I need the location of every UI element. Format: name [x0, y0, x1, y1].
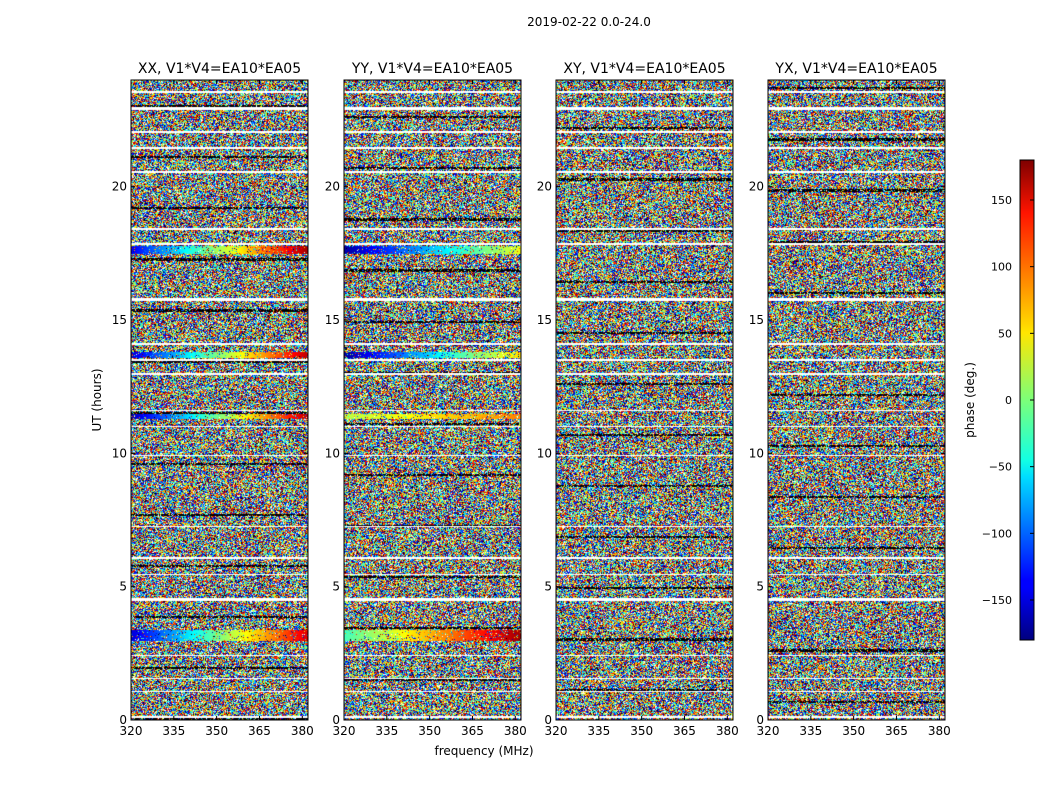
- y-tick-label: 10: [325, 446, 340, 460]
- panel-title: YY, V1*V4=EA10*EA05: [351, 61, 513, 77]
- panels: XX, V1*V4=EA10*EA05 320 335 350 365 380 0 5 10 15…: [112, 61, 951, 738]
- x-tick-label: 335: [375, 724, 398, 738]
- colorbar-tick-label: 150: [991, 194, 1012, 207]
- colorbar: −150 −100 −50 0 50 100 150 phase (deg.): [963, 159, 1035, 641]
- y-tick-label: 15: [537, 313, 552, 327]
- panel-frame: [130, 79, 309, 721]
- x-tick-label: 320: [333, 724, 356, 738]
- x-tick-label: 335: [799, 724, 822, 738]
- panel-heatmap: [556, 80, 733, 720]
- panel-frame: [343, 79, 522, 721]
- colorbar-tick-label: 100: [991, 261, 1012, 274]
- y-tick-label: 15: [112, 313, 127, 327]
- colorbar-label: phase (deg.): [963, 362, 977, 438]
- x-tick-label: 320: [757, 724, 780, 738]
- panel-title: XY, V1*V4=EA10*EA05: [563, 61, 725, 77]
- y-tick-label: 0: [544, 713, 552, 727]
- x-tick-label: 365: [885, 724, 908, 738]
- x-tick-label: 350: [205, 724, 228, 738]
- x-tick-label: 365: [673, 724, 696, 738]
- y-tick-label: 5: [756, 580, 764, 594]
- x-tick-label: 350: [418, 724, 441, 738]
- y-tick-label: 20: [537, 180, 552, 194]
- x-tick-label: 335: [162, 724, 185, 738]
- panel-frame: [555, 79, 734, 721]
- y-tick-label: 15: [749, 313, 764, 327]
- colorbar-tick-label: 50: [998, 327, 1012, 340]
- y-tick-label: 0: [756, 713, 764, 727]
- panel-frame: [767, 79, 946, 721]
- y-tick-label: 5: [544, 580, 552, 594]
- x-tick-label: 350: [630, 724, 653, 738]
- colorbar-tick-label: −50: [989, 461, 1012, 474]
- x-tick-label: 380: [716, 724, 739, 738]
- x-tick-label: 335: [587, 724, 610, 738]
- y-tick-label: 15: [325, 313, 340, 327]
- x-tick-label: 350: [842, 724, 865, 738]
- x-tick-label: 380: [504, 724, 527, 738]
- y-tick-label: 5: [119, 580, 127, 594]
- panel-2: YY, V1*V4=EA10*EA05 320 335 350 365 380 0 5 10 15…: [325, 61, 527, 738]
- colorbar-tick-label: −150: [982, 594, 1012, 607]
- colorbar-tick-label: 0: [1005, 394, 1012, 407]
- x-tick-label: 380: [291, 724, 314, 738]
- x-tick-label: 365: [248, 724, 271, 738]
- x-tick-label: 320: [545, 724, 568, 738]
- panel-title: XX, V1*V4=EA10*EA05: [138, 61, 301, 77]
- panel-1: XX, V1*V4=EA10*EA05 320 335 350 365 380 0 5 10 15…: [112, 61, 314, 738]
- x-tick-label: 380: [928, 724, 951, 738]
- y-tick-label: 10: [537, 446, 552, 460]
- y-tick-label: 20: [749, 180, 764, 194]
- y-axis-label: UT (hours): [90, 368, 104, 431]
- colorbar-tick-label: −100: [982, 527, 1012, 540]
- panel-title: YX, V1*V4=EA10*EA05: [774, 61, 937, 77]
- y-tick-label: 10: [112, 446, 127, 460]
- colorbar-ticks: −150 −100 −50 0 50 100 150: [982, 194, 1034, 607]
- x-tick-label: 365: [461, 724, 484, 738]
- panel-heatmap: [768, 80, 945, 720]
- panel-3: XY, V1*V4=EA10*EA05 320 335 350 365 380 0 5 10 15…: [537, 61, 739, 738]
- panel-4: YX, V1*V4=EA10*EA05 320 335 350 365 380 0 5 10 15…: [749, 61, 951, 738]
- y-tick-label: 0: [119, 713, 127, 727]
- y-tick-label: 20: [112, 180, 127, 194]
- panel-heatmap: [344, 80, 521, 720]
- x-axis-label: frequency (MHz): [434, 744, 533, 758]
- figure-suptitle: 2019-02-22 0.0-24.0: [527, 15, 651, 29]
- y-tick-label: 0: [332, 713, 340, 727]
- y-tick-label: 20: [325, 180, 340, 194]
- y-tick-label: 5: [332, 580, 340, 594]
- panel-heatmap: [131, 80, 308, 720]
- y-tick-label: 10: [749, 446, 764, 460]
- x-tick-label: 320: [120, 724, 143, 738]
